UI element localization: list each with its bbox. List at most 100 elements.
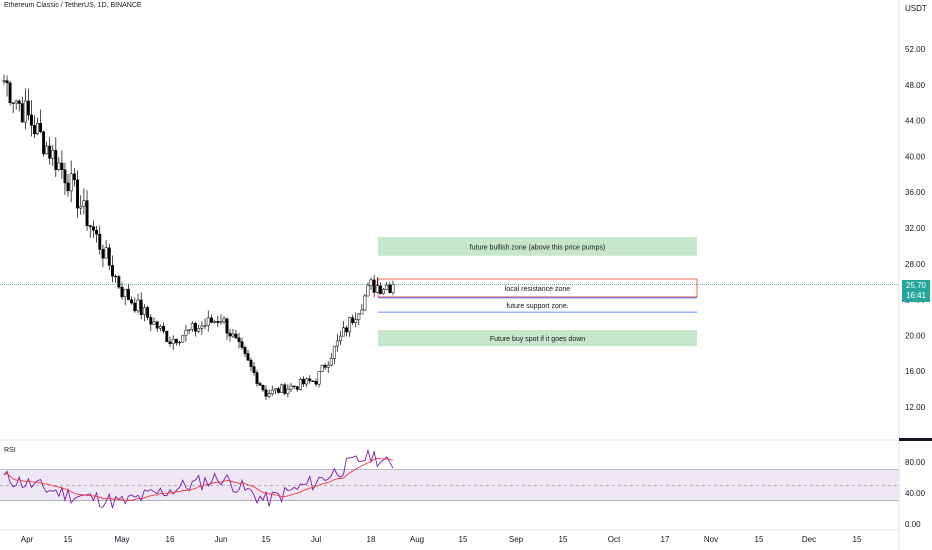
candle-body: [320, 364, 324, 372]
candle-body: [117, 276, 121, 288]
candle-body: [152, 321, 156, 325]
candle-body: [5, 80, 9, 84]
bar-countdown: 16:41: [905, 291, 927, 300]
x-tick-label: Nov: [704, 535, 718, 544]
candle-body: [142, 307, 146, 315]
candle-body: [391, 284, 395, 293]
candle-body: [354, 319, 358, 323]
candle-body: [98, 233, 102, 250]
rsi-line: [3, 448, 394, 509]
candle-body: [88, 225, 92, 227]
candle-body: [311, 380, 315, 382]
x-tick-label: Jul: [311, 535, 321, 544]
candle-body: [317, 371, 321, 385]
x-tick-label: May: [114, 535, 129, 544]
candle-body: [357, 313, 361, 321]
rsi-ma-line: [3, 458, 394, 502]
candle-body: [255, 372, 259, 384]
candle-body: [76, 179, 79, 209]
zone-label: future support zone.: [506, 303, 568, 310]
candle-body: [213, 320, 217, 323]
candle-body: [258, 383, 262, 386]
candle-body: [2, 80, 6, 82]
candle-body: [36, 123, 39, 135]
candle-body: [292, 385, 296, 388]
candle-body: [111, 265, 114, 277]
candle-body: [197, 327, 201, 332]
candle-body: [240, 341, 244, 348]
y-tick-label: 36.00: [905, 188, 926, 197]
candle-body: [8, 82, 12, 104]
candle-body: [234, 333, 238, 339]
candle-body: [219, 321, 223, 323]
candle-body: [277, 388, 280, 393]
candle-body: [305, 378, 309, 385]
candle-body: [249, 359, 253, 367]
symbol-legend: Ethereum Classic / TetherUS, 1D, BINANCE: [4, 2, 142, 9]
x-tick-label: 15: [459, 535, 468, 544]
candle-body: [69, 173, 73, 192]
y-tick-label: 32.00: [905, 224, 926, 233]
candle-body: [187, 329, 191, 331]
candle-body: [289, 385, 293, 390]
candle-body: [162, 325, 166, 332]
candle-body: [57, 162, 61, 170]
candle-body: [120, 286, 124, 298]
candle-body: [139, 299, 143, 315]
candle-body: [246, 353, 250, 361]
candle-body: [348, 317, 352, 333]
candle-body: [261, 385, 265, 391]
candle-body: [216, 320, 220, 323]
candle-body: [338, 335, 342, 342]
candle-body: [222, 318, 226, 322]
x-tick-label: 18: [367, 535, 376, 544]
candle-body: [332, 345, 336, 359]
x-tick-label: Sep: [509, 535, 524, 544]
candle-body: [168, 341, 172, 344]
candle-body: [231, 333, 235, 337]
x-tick-label: 15: [262, 535, 271, 544]
y-tick-label: 48.00: [905, 81, 926, 90]
y-tick-label: 28.00: [905, 260, 926, 269]
candle-body: [85, 200, 89, 226]
candle-body: [323, 364, 327, 368]
candle-body: [203, 325, 207, 327]
candle-body: [29, 114, 33, 126]
candle-body: [194, 323, 197, 332]
candle-body: [26, 100, 30, 116]
candle-body: [114, 275, 118, 278]
x-tick-label: 15: [755, 535, 764, 544]
candle-body: [345, 327, 349, 333]
candle-body: [283, 384, 287, 394]
candle-body: [375, 285, 379, 293]
candle-body: [11, 102, 15, 104]
candle-body: [17, 100, 21, 104]
candle-body: [60, 162, 64, 171]
candle-body: [126, 288, 130, 301]
candle-body: [369, 279, 373, 286]
candle-body: [146, 307, 150, 318]
rsi-label: RSI: [4, 447, 16, 454]
candle-body: [382, 288, 386, 294]
candle-body: [228, 332, 232, 337]
candle-body: [107, 247, 111, 266]
x-tick-label: 17: [661, 535, 670, 544]
candle-body: [378, 285, 382, 294]
candle-body: [33, 125, 36, 135]
candle-body: [63, 169, 67, 184]
candle-body: [351, 317, 355, 323]
y-tick-label: 52.00: [905, 45, 926, 54]
candle-body: [264, 389, 268, 397]
candle-body: [225, 318, 229, 334]
candle-body: [342, 327, 345, 337]
x-tick-label: 16: [166, 535, 175, 544]
candle-body: [133, 302, 137, 312]
currency-label: USDT: [905, 4, 927, 13]
candle-body: [326, 364, 330, 368]
y-tick-label: 20.00: [905, 331, 926, 340]
candle-body: [123, 288, 127, 298]
candle-body: [178, 341, 182, 344]
candle-body: [302, 378, 305, 385]
candle-body: [95, 230, 99, 235]
